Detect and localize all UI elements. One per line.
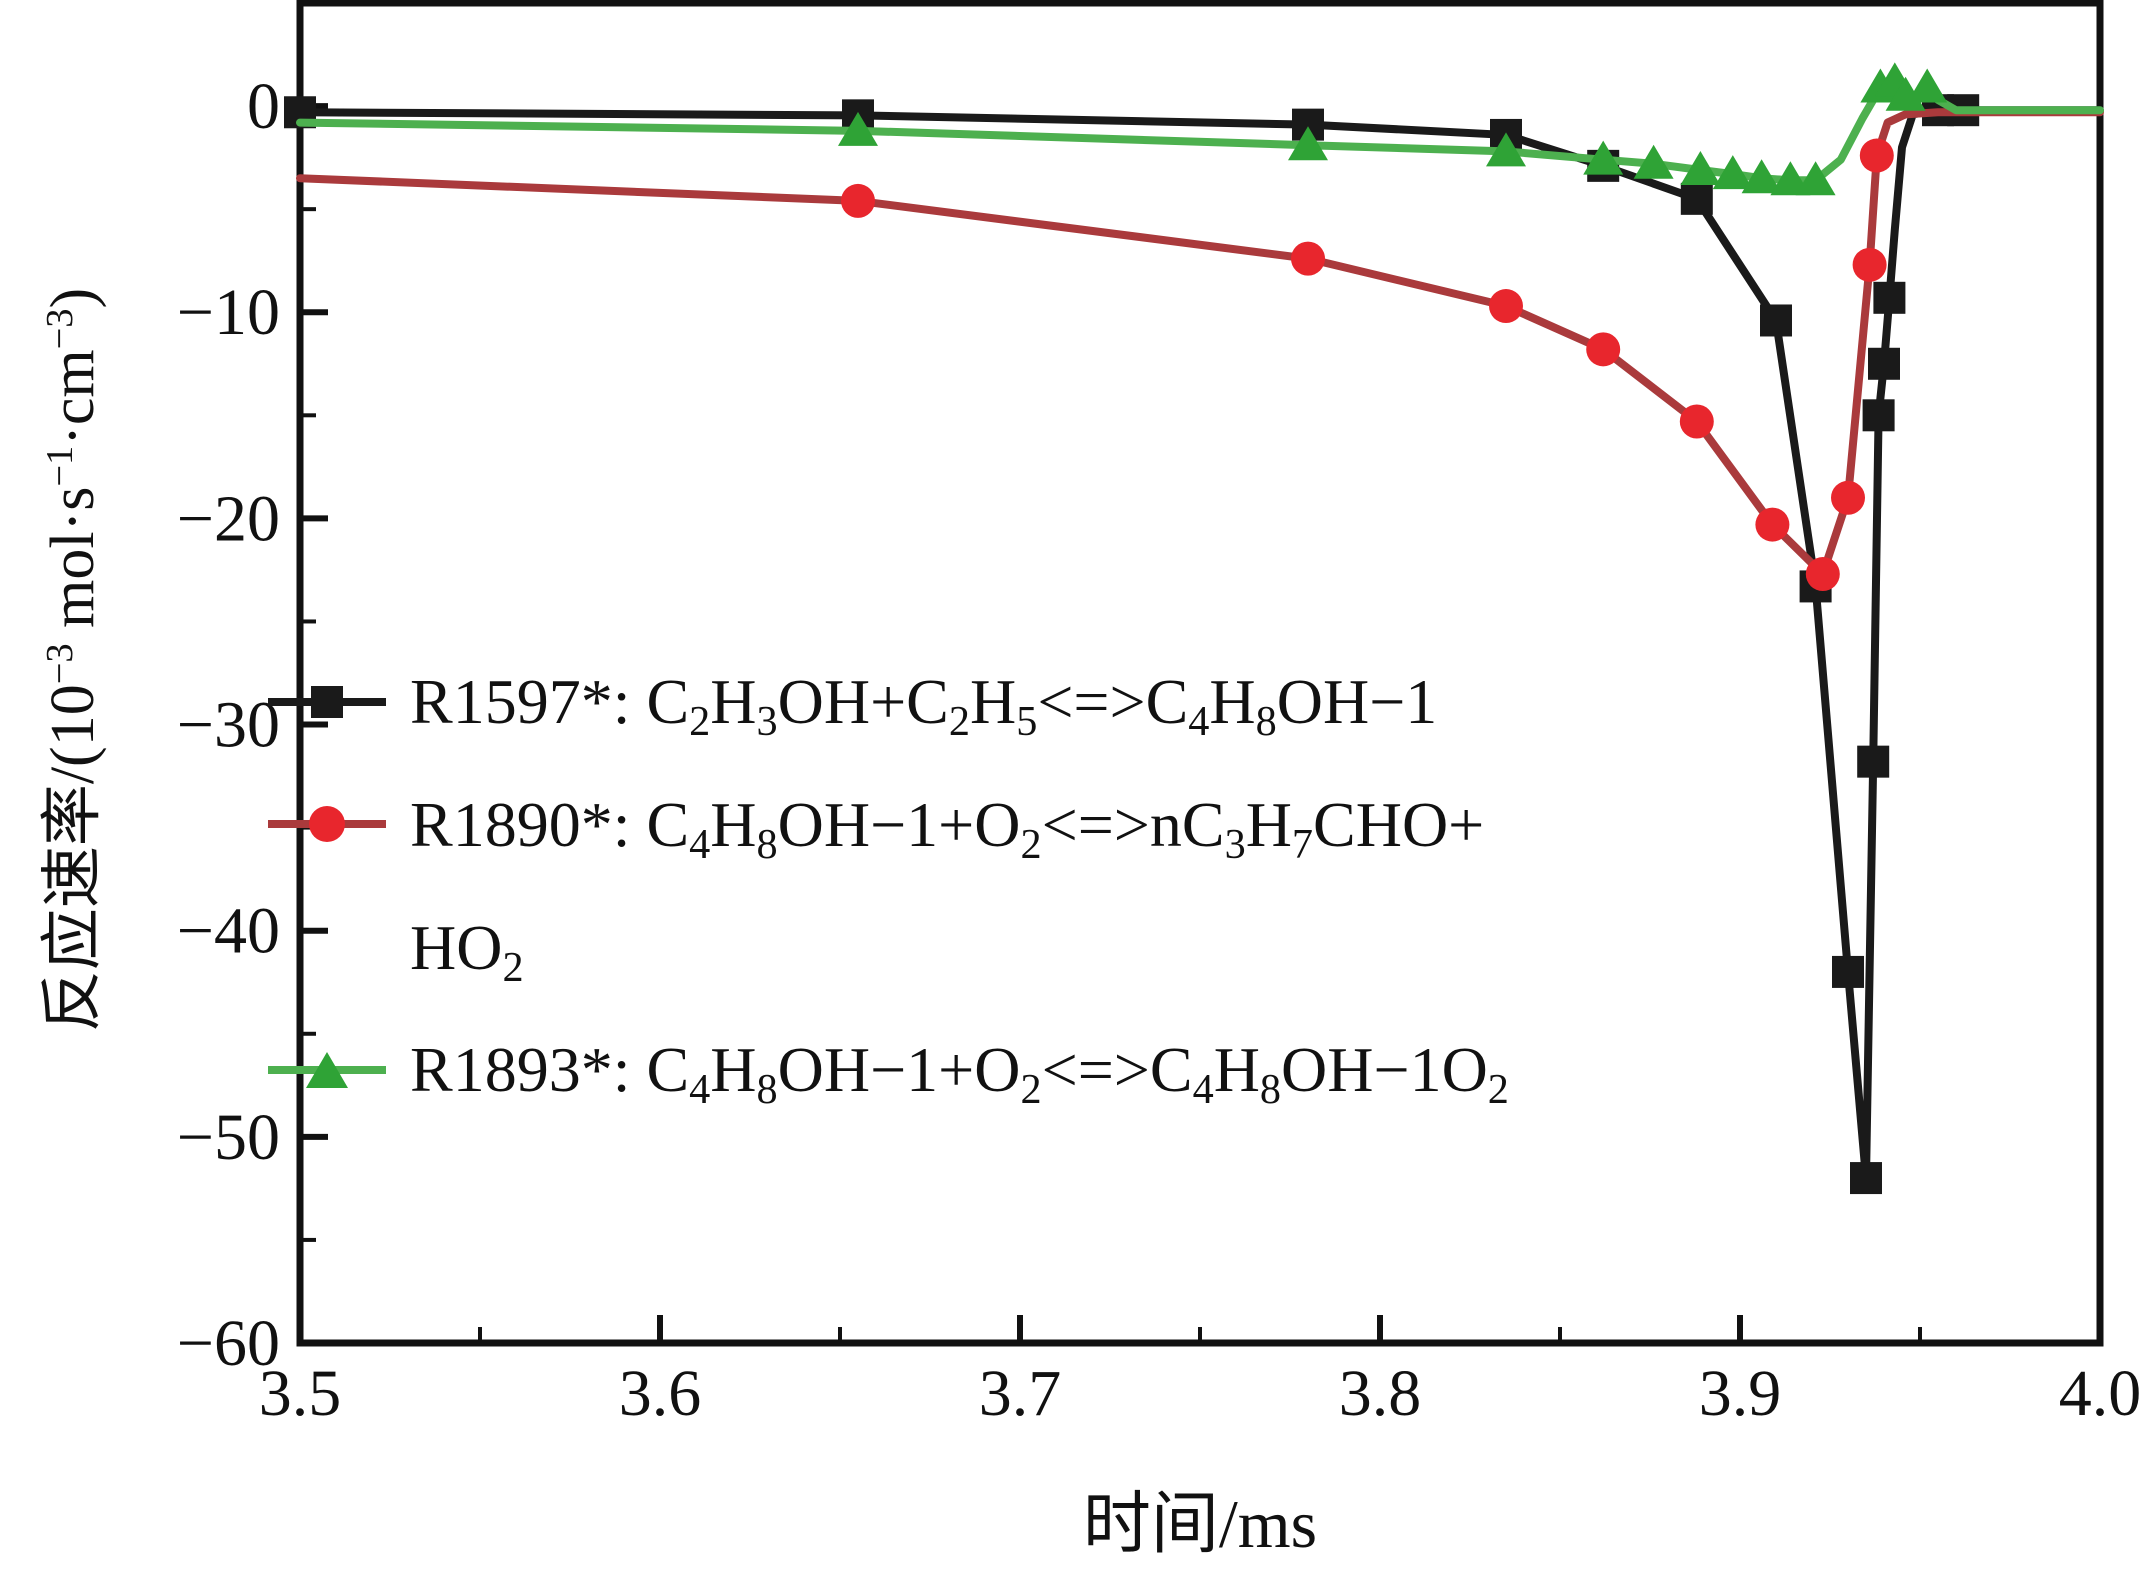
text-segment: <=>C bbox=[1041, 1034, 1193, 1106]
legend-item-r1893: R1893*: C4H8OH−1+O2<=>C4H8OH−1O2 bbox=[268, 1018, 1509, 1141]
text-segment: 2 bbox=[502, 943, 524, 991]
legend-label-r1597: R1597*: C2H3OH+C2H5<=>C4H8OH−1 bbox=[410, 650, 1437, 773]
text-segment: OH−1 bbox=[1276, 666, 1438, 737]
text-segment: OH+C bbox=[777, 666, 949, 737]
text-segment: 8 bbox=[756, 820, 778, 868]
text-segment: 5 bbox=[1016, 697, 1038, 745]
x-ticks bbox=[297, 1315, 2103, 1343]
text-segment: 7 bbox=[1291, 820, 1314, 868]
text-segment: OH−1+O bbox=[777, 788, 1021, 860]
legend-marker-glyph bbox=[309, 806, 345, 843]
text-segment: 反应速率/(10 bbox=[39, 684, 108, 1033]
y-tick-label: −40 bbox=[177, 895, 280, 968]
legend-triangle-up-marker-icon bbox=[268, 1018, 386, 1121]
text-segment: HO bbox=[410, 911, 503, 983]
legend: R1597*: C2H3OH+C2H5<=>C4H8OH−1 R1890*: C4… bbox=[268, 650, 1509, 1141]
y-tick-label: −10 bbox=[177, 276, 280, 349]
text-segment: H bbox=[1213, 1034, 1260, 1106]
text-segment: mol·s bbox=[39, 486, 108, 644]
text-segment: 3 bbox=[1224, 820, 1246, 868]
text-segment: 8 bbox=[1255, 697, 1277, 745]
x-tick-label: 3.5 bbox=[259, 1357, 342, 1430]
text-segment: 4 bbox=[689, 820, 711, 868]
legend-label-r1893: R1893*: C4H8OH−1+O2<=>C4H8OH−1O2 bbox=[410, 1018, 1509, 1141]
series-r1893-markers bbox=[838, 62, 1948, 196]
y-tick-label: −30 bbox=[177, 689, 280, 762]
x-tick-label: 3.8 bbox=[1339, 1357, 1422, 1430]
x-axis-title: 时间/ms bbox=[1082, 1486, 1318, 1562]
x-tick-label: 4.0 bbox=[2059, 1357, 2142, 1430]
y-tick-label: −60 bbox=[177, 1307, 280, 1380]
text-segment: <=>nC bbox=[1041, 788, 1225, 860]
series-r1893-line bbox=[296, 77, 2104, 185]
text-segment: 4 bbox=[1192, 1066, 1214, 1114]
text-segment: R1893*: C bbox=[410, 1034, 690, 1106]
text-segment: CHO+ bbox=[1313, 788, 1485, 860]
text-segment: −3 bbox=[39, 308, 81, 350]
legend-marker-glyph bbox=[311, 685, 343, 718]
text-segment: R1890*: C bbox=[410, 788, 690, 860]
text-segment: R1597*: C bbox=[410, 666, 690, 737]
text-segment: 8 bbox=[756, 1066, 778, 1114]
text-segment: OH−1+O bbox=[777, 1034, 1021, 1106]
text-segment: ·cm bbox=[39, 349, 108, 446]
series-r1890-line bbox=[296, 108, 2104, 579]
text-segment: H bbox=[710, 666, 757, 737]
text-segment: 2 bbox=[1020, 1066, 1042, 1114]
legend-square-marker-icon bbox=[268, 650, 386, 753]
text-segment: −3 bbox=[39, 643, 81, 685]
text-segment: H bbox=[710, 788, 757, 860]
text-segment: 3 bbox=[756, 697, 778, 745]
legend-circle-marker-icon bbox=[268, 773, 386, 876]
y-tick-label: −50 bbox=[177, 1101, 280, 1174]
text-segment: ) bbox=[39, 287, 108, 309]
y-tick-labels: 0 −10 −20 −30 −40 −50 −60 bbox=[177, 70, 280, 1380]
series-r1597-line bbox=[296, 106, 2104, 1183]
text-segment: −1 bbox=[39, 445, 81, 487]
text-segment: 8 bbox=[1259, 1066, 1282, 1114]
text-segment: H bbox=[969, 666, 1017, 737]
series-r1890-markers bbox=[841, 138, 1894, 592]
text-segment: OH−1O bbox=[1281, 1034, 1488, 1106]
text-segment: 2 bbox=[948, 697, 970, 745]
x-tick-labels: 3.5 3.6 3.7 3.8 3.9 4.0 bbox=[259, 1357, 2142, 1430]
y-tick-label: −20 bbox=[177, 482, 280, 555]
text-segment: H bbox=[710, 1034, 757, 1106]
y-axis-title: 反应速率/(10−3 mol·s−1·cm−3) bbox=[15, 55, 108, 1265]
text-segment: 2 bbox=[689, 697, 711, 745]
x-tick-label: 3.9 bbox=[1699, 1357, 1782, 1430]
legend-item-r1597: R1597*: C2H3OH+C2H5<=>C4H8OH−1 bbox=[268, 650, 1509, 773]
legend-marker-glyph bbox=[306, 1051, 348, 1088]
x-tick-label: 3.6 bbox=[619, 1357, 702, 1430]
text-segment: 4 bbox=[689, 1066, 711, 1114]
text-segment: H bbox=[1209, 666, 1256, 737]
x-tick-label: 3.7 bbox=[979, 1357, 1062, 1430]
legend-item-r1890: R1890*: C4H8OH−1+O2<=>nC3H7CHO+ HO2 bbox=[268, 773, 1509, 1019]
text-segment: 2 bbox=[1487, 1066, 1509, 1114]
text-segment: <=>C bbox=[1037, 666, 1189, 737]
y-tick-label: 0 bbox=[247, 70, 280, 143]
legend-label-r1890: R1890*: C4H8OH−1+O2<=>nC3H7CHO+ HO2 bbox=[410, 773, 1484, 1019]
text-segment: 4 bbox=[1188, 697, 1210, 745]
text-segment: 2 bbox=[1020, 820, 1042, 868]
text-segment: H bbox=[1245, 788, 1292, 860]
